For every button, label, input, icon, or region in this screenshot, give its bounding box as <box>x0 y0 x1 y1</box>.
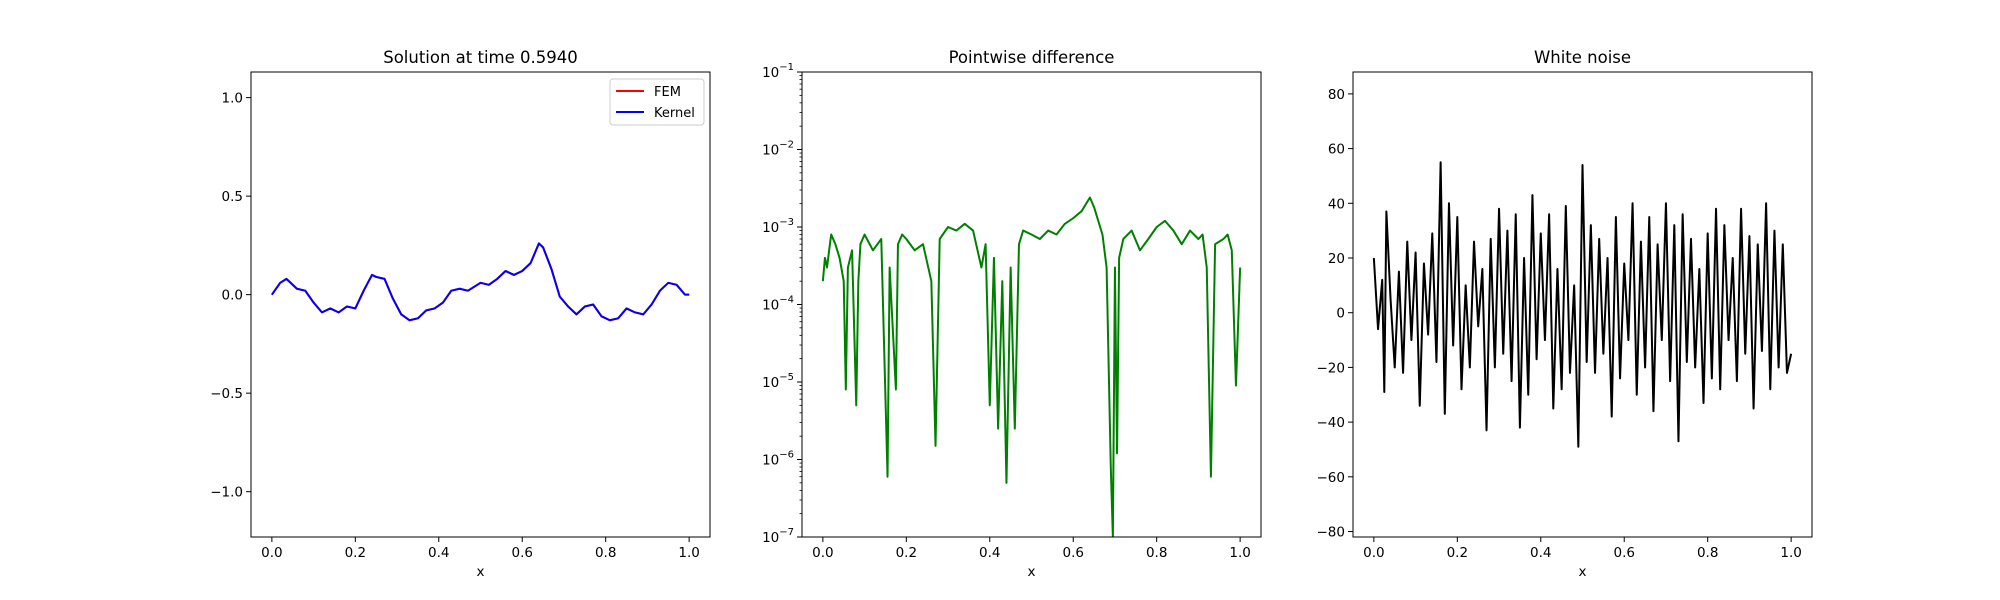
white-noise-ytick-label: −60 <box>1317 470 1346 486</box>
white-noise-ytick-label: 0 <box>1336 306 1345 322</box>
solution-xtick-label: 0.0 <box>261 545 282 561</box>
difference-xtick-label: 0.8 <box>1146 545 1167 561</box>
solution-ytick-label: −0.5 <box>210 386 243 402</box>
solution-panel-xlabel: x <box>477 564 485 580</box>
solution-panel: Solution at time 0.5940 0.0 0.2 0.4 0.6 0.8 1… <box>210 48 711 580</box>
difference-panel-frame <box>801 71 1262 538</box>
white-noise-ytick-label: −20 <box>1317 360 1346 376</box>
legend-kernel-label: Kernel <box>654 106 695 121</box>
difference-ytick-label: 10−7 <box>762 527 794 546</box>
difference-ytick-label: 10−3 <box>762 217 794 236</box>
solution-xtick-label: 0.2 <box>345 545 366 561</box>
difference-xtick-label: 0.4 <box>979 545 1000 561</box>
solution-xtick-label: 1.0 <box>678 545 699 561</box>
white-noise-ytick-label: 60 <box>1328 142 1345 158</box>
white-noise-ytick-label: −80 <box>1317 525 1346 541</box>
solution-xtick-label: 0.4 <box>428 545 449 561</box>
difference-panel: Pointwise difference 0.0 0.2 0.4 0.6 0.8 1.0 1… <box>762 48 1262 580</box>
white-noise-xtick-label: 0.0 <box>1363 545 1384 561</box>
difference-panel-title: Pointwise difference <box>949 48 1115 67</box>
solution-xtick-label: 0.6 <box>511 545 532 561</box>
difference-xtick-label: 0.0 <box>812 545 833 561</box>
difference-xtick-label: 0.2 <box>896 545 917 561</box>
kernel-series-line <box>271 242 690 322</box>
solution-ytick-label: −1.0 <box>210 485 243 501</box>
white-noise-xtick-label: 0.8 <box>1697 545 1718 561</box>
white-noise-ytick-label: −40 <box>1317 415 1346 431</box>
white-noise-xtick-label: 1.0 <box>1780 545 1801 561</box>
white-noise-panel-frame <box>1352 71 1813 538</box>
solution-ytick-label: 1.0 <box>222 91 243 107</box>
difference-ytick-label: 10−4 <box>762 295 794 314</box>
white-noise-panel-xlabel: x <box>1579 564 1587 580</box>
solution-panel-title: Solution at time 0.5940 <box>383 48 578 67</box>
difference-xtick-label: 0.6 <box>1062 545 1083 561</box>
white-noise-panel: White noise 0.0 0.2 0.4 0.6 0.8 1.0 −80 −60 −40 −… <box>1317 48 1813 580</box>
legend: FEM Kernel <box>609 78 705 126</box>
difference-ytick-label: 10−5 <box>762 372 794 391</box>
white-noise-panel-title: White noise <box>1534 48 1631 67</box>
white-noise-xtick-label: 0.2 <box>1447 545 1468 561</box>
difference-series-line <box>821 196 1242 537</box>
solution-ytick-label: 0.0 <box>222 288 243 304</box>
difference-xtick-label: 1.0 <box>1229 545 1250 561</box>
difference-ytick-label: 10−6 <box>762 450 794 469</box>
solution-panel-frame <box>250 71 711 538</box>
white-noise-ytick-label: 80 <box>1328 87 1345 103</box>
difference-panel-xlabel: x <box>1028 564 1036 580</box>
solution-ytick-label: 0.5 <box>222 189 243 205</box>
difference-ytick-label: 10−1 <box>762 62 794 81</box>
difference-ytick-label: 10−2 <box>762 140 794 159</box>
white-noise-xtick-label: 0.6 <box>1613 545 1634 561</box>
white-noise-xtick-label: 0.4 <box>1530 545 1551 561</box>
solution-xtick-label: 0.8 <box>595 545 616 561</box>
white-noise-series-line <box>1372 161 1793 448</box>
white-noise-ytick-label: 40 <box>1328 196 1345 212</box>
legend-fem-label: FEM <box>654 85 681 100</box>
white-noise-ytick-label: 20 <box>1328 251 1345 267</box>
